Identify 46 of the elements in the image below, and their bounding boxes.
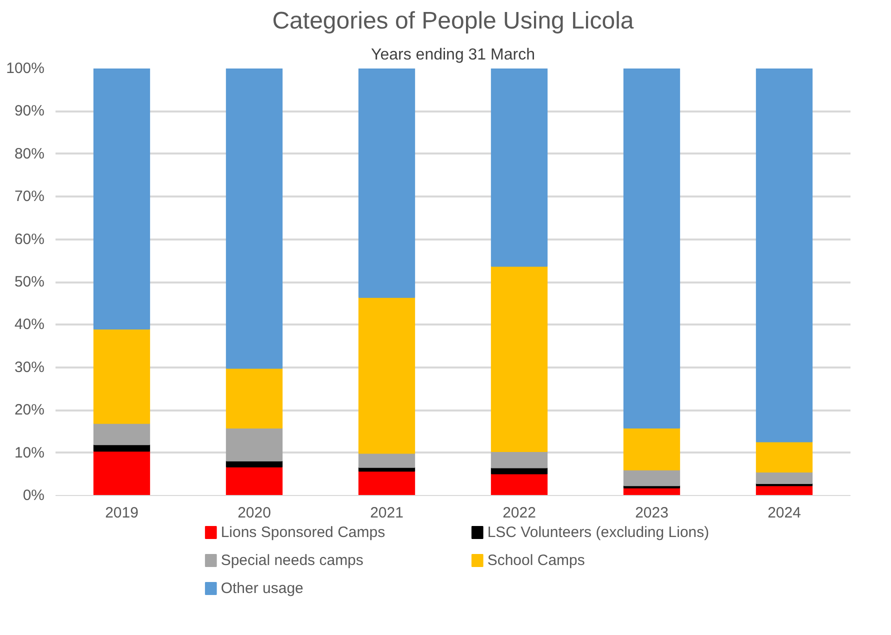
bar — [93, 422, 150, 446]
y-tick-label: 60% — [14, 230, 45, 248]
bar — [623, 469, 680, 486]
bar — [358, 452, 416, 468]
bar — [93, 68, 150, 330]
bar — [226, 68, 283, 369]
y-tick-label: 30% — [14, 358, 45, 376]
chart-title: Categories of People Using Licola — [272, 8, 634, 34]
y-tick-label: 50% — [14, 274, 45, 290]
bar — [93, 450, 150, 496]
y-tick-label: 20% — [14, 402, 45, 419]
bar — [93, 328, 150, 424]
x-tick-label: 2021 — [370, 504, 404, 522]
legend-label: LSC Volunteers (excluding Lions) — [487, 524, 710, 541]
bar — [490, 451, 548, 468]
y-tick-label: 100% — [6, 60, 45, 77]
bar — [623, 68, 680, 429]
legend-label: Lions Sponsored Camps — [220, 524, 386, 541]
bar — [756, 472, 813, 484]
bar — [490, 473, 548, 496]
y-tick-label: 40% — [14, 316, 45, 334]
legend-label: Special needs camps — [220, 552, 364, 569]
x-tick-label: 2020 — [238, 504, 271, 522]
y-tick-label: 10% — [14, 444, 45, 462]
x-tick-label: 2019 — [105, 504, 138, 522]
legend-label: School Camps — [487, 552, 585, 569]
y-tick-label: 0% — [22, 487, 45, 504]
bar — [756, 441, 813, 473]
x-tick-label: 2024 — [768, 504, 801, 522]
bar — [358, 68, 416, 298]
bar — [490, 266, 548, 452]
bar — [623, 428, 680, 470]
y-tick-label: 90% — [14, 102, 45, 120]
bar — [490, 68, 548, 267]
bar — [358, 296, 416, 454]
chart-subtitle: Years ending 31 March — [371, 46, 535, 64]
bar — [226, 368, 283, 429]
y-tick-label: 80% — [14, 145, 45, 162]
bar — [226, 466, 283, 496]
bar — [756, 68, 813, 442]
bar — [358, 470, 416, 496]
x-tick-label: 2022 — [502, 504, 536, 522]
y-tick-label: 70% — [14, 188, 45, 206]
x-tick-label: 2023 — [635, 504, 668, 522]
legend-label: Other usage — [220, 580, 304, 597]
bar — [226, 428, 283, 462]
